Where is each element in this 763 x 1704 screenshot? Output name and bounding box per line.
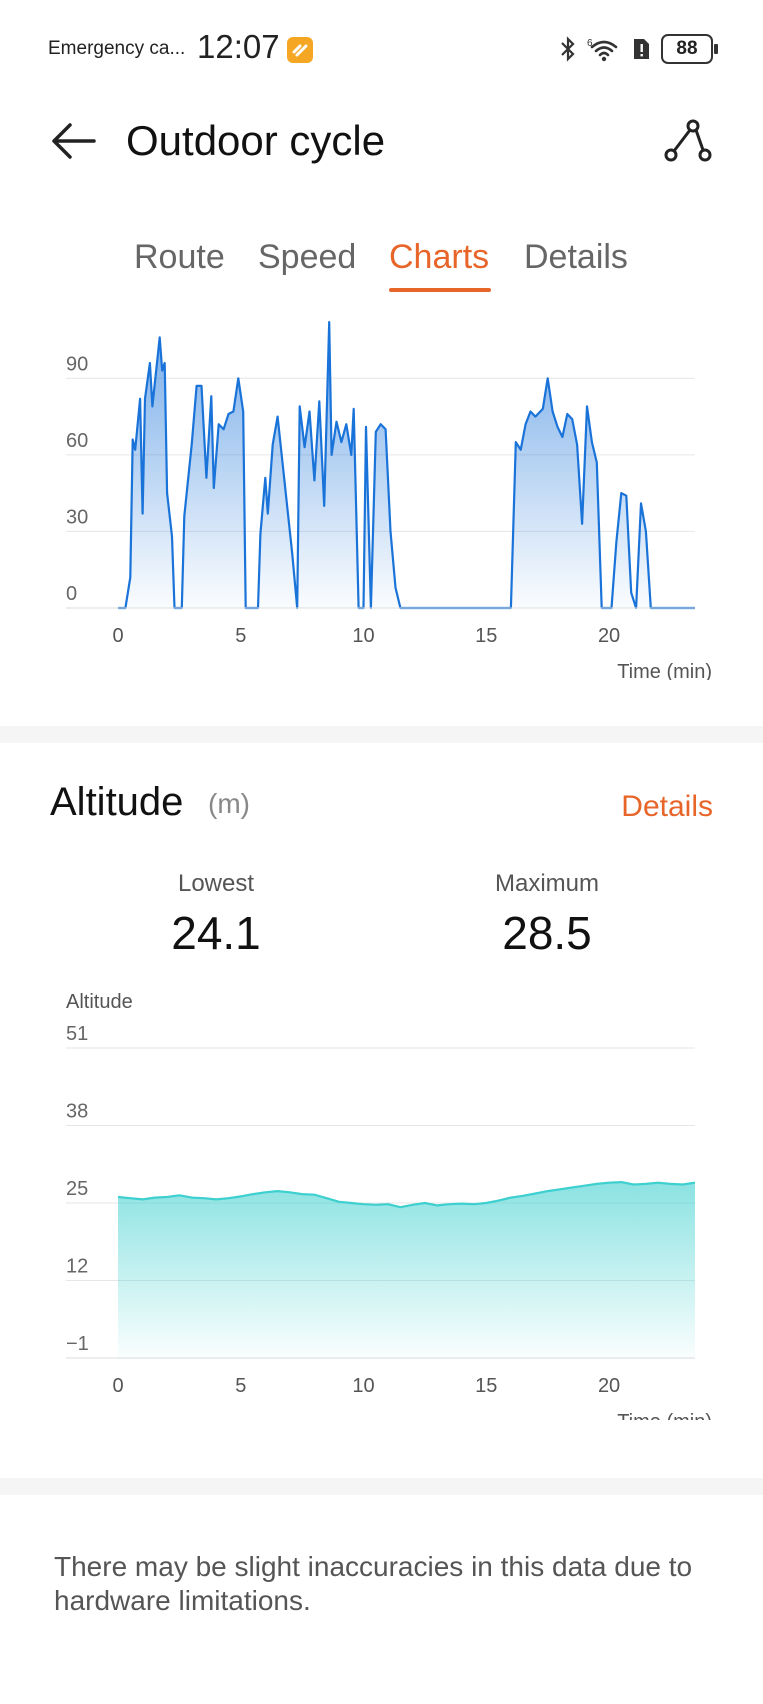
x-tick-label: 20: [598, 625, 620, 647]
status-time: 12:07: [197, 28, 280, 65]
x-tick-label: 0: [112, 625, 123, 647]
x-tick-label: 10: [352, 625, 374, 647]
x-tick-label: 10: [352, 1375, 374, 1397]
bluetooth-icon: [561, 36, 575, 62]
tab-route[interactable]: Route: [134, 238, 225, 276]
route-share-button[interactable]: [661, 117, 715, 167]
lowest-label: Lowest: [177, 870, 255, 897]
svg-text:6: 6: [587, 38, 593, 49]
y-tick-label: 60: [66, 430, 88, 452]
accuracy-disclaimer: There may be slight inaccuracies in this…: [54, 1551, 693, 1616]
x-axis-label: Time (min): [617, 661, 712, 680]
active-tab-indicator: [389, 288, 491, 292]
y-tick-label: 30: [66, 506, 88, 528]
x-tick-label: 20: [598, 1375, 620, 1397]
series-line: [117, 1181, 696, 1209]
y-tick-label: 12: [66, 1256, 88, 1278]
x-tick-label: 5: [235, 1375, 246, 1397]
altitude-details-link[interactable]: Details: [621, 790, 713, 823]
x-axis-label: Time (min): [617, 1411, 712, 1420]
y-tick-label: 25: [66, 1178, 88, 1200]
y-tick-label: 38: [66, 1101, 88, 1123]
y-tick-label: 90: [66, 353, 88, 375]
speed-chart[interactable]: 0 30 60 90 0 5 10 15 20 Time (min): [0, 300, 763, 680]
series-area: [118, 322, 695, 608]
y-tick-label: 51: [66, 1023, 88, 1045]
page-title: Outdoor cycle: [126, 117, 386, 164]
lowest-value: 24.1: [171, 907, 261, 959]
tab-charts[interactable]: Charts: [389, 238, 490, 276]
status-carrier-text: Emergency ca...: [48, 38, 186, 59]
route-icon: [664, 119, 712, 162]
y-tick-label: −1: [66, 1333, 89, 1355]
x-tick-label: 15: [475, 1375, 497, 1397]
health-app-notification-icon: [287, 37, 313, 63]
x-tick-label: 0: [112, 1375, 123, 1397]
altitude-unit: (m): [208, 788, 250, 819]
tab-details[interactable]: Details: [524, 238, 628, 276]
altitude-section-title: Altitude: [50, 780, 184, 824]
x-tick-label: 5: [235, 625, 246, 647]
back-button[interactable]: [50, 116, 100, 166]
battery-indicator: 88: [661, 34, 718, 64]
section-divider: [0, 726, 763, 743]
x-tick-label: 15: [475, 625, 497, 647]
back-arrow-icon: [52, 123, 96, 159]
y-tick-label: 0: [66, 583, 77, 605]
section-divider-bottom: [0, 1478, 763, 1495]
series-area: [118, 1182, 695, 1360]
maximum-value: 28.5: [502, 907, 592, 959]
status-icons: 6 88: [559, 34, 718, 64]
maximum-label: Maximum: [494, 870, 599, 897]
tab-speed[interactable]: Speed: [258, 238, 357, 276]
sim-alert-icon: [634, 39, 649, 59]
wifi-icon: 6: [587, 38, 618, 62]
altitude-chart[interactable]: −11225385105101520Time (min)Altitude: [0, 980, 763, 1420]
y-axis-label: Altitude: [66, 991, 133, 1013]
